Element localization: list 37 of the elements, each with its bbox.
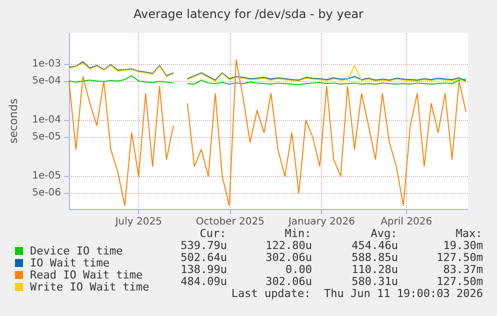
legend-label: Write IO Wait time [30,280,150,294]
text: 484.09u [180,275,227,288]
text: Avg: [370,227,398,240]
text: 539.79u [180,239,227,252]
text: 302.06u [266,251,312,264]
text: 0.00 [286,263,312,276]
text: 454.46u [352,239,398,252]
x-tick-label: April 2026 [380,216,432,228]
text: Max: [456,227,482,240]
text: 83.37m [443,263,484,276]
text: 588.85u [352,251,398,264]
legend-label: IO Wait time [30,256,110,270]
text: 110.28u [352,263,398,276]
y-tick-label: 1e-05 [32,170,61,182]
text: 138.99u [180,263,227,276]
text: 127.50m [436,275,484,288]
y-tick-label: 1e-04 [32,114,61,126]
text: Last update: Thu Jun 11 19:00:03 2026 [231,287,483,300]
text: 302.06u [266,275,312,288]
x-tick-label: January 2026 [287,216,356,228]
legend-label: Read IO Wait time [30,268,143,282]
text: 122.80u [266,239,312,252]
y-tick-label: 5e-06 [32,188,61,199]
text: 502.64u [180,251,227,264]
text: 580.31u [352,275,398,288]
y-tick-label: 5e-05 [32,132,61,143]
text: 19.30m [443,239,484,252]
chart-title: Average latency for /dev/sda - by year [134,7,364,21]
text: 127.50m [436,251,484,264]
x-tick-label: October 2025 [196,216,265,228]
y-tick-label: 1e-03 [32,58,61,70]
text: Min: [284,227,312,240]
legend-label: Device IO time [30,244,123,258]
text: Cur: [200,227,226,240]
y-axis-title: seconds [7,98,20,144]
x-tick-label: July 2025 [114,216,162,228]
y-tick-label: 5e-04 [32,76,61,87]
